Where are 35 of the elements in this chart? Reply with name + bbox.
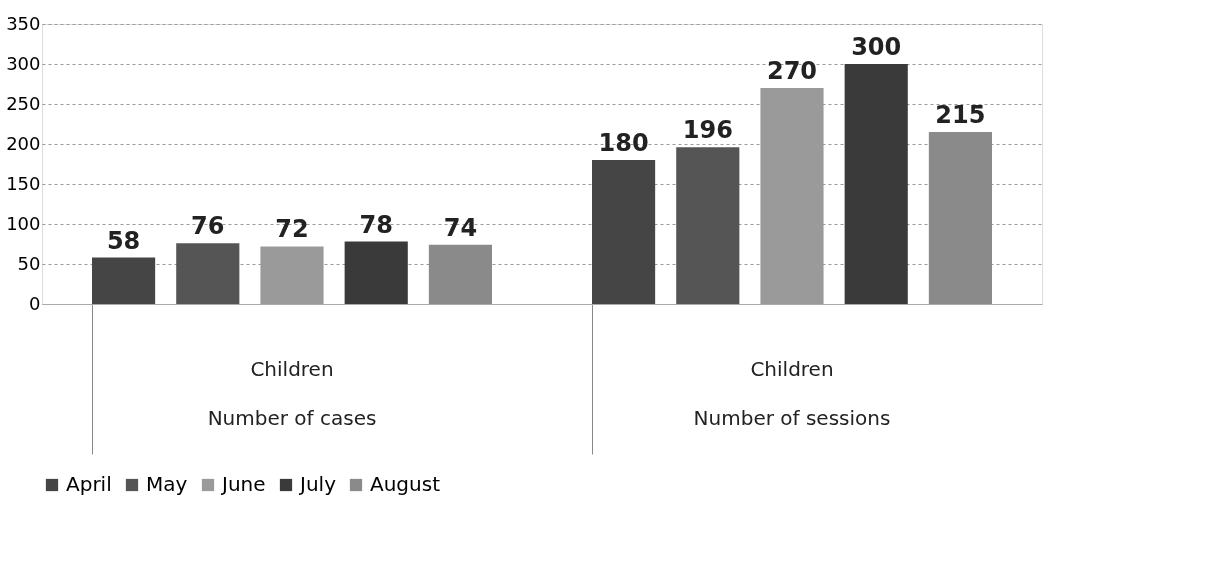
bar xyxy=(676,147,740,304)
bar xyxy=(344,241,408,304)
bar xyxy=(592,160,656,304)
data-label: 74 xyxy=(443,213,478,242)
data-label: 300 xyxy=(851,33,902,61)
data-label: 215 xyxy=(935,101,986,129)
bar xyxy=(844,64,908,304)
data-label: 72 xyxy=(275,215,309,244)
legend-label: July xyxy=(298,472,337,496)
y-tick-label: 0 xyxy=(29,292,41,314)
text: Number of sessions xyxy=(693,406,891,430)
y-tick-label: 150 xyxy=(6,172,41,194)
text: Number of cases xyxy=(207,406,377,430)
x-tick-label: Children xyxy=(250,356,334,381)
bar xyxy=(92,257,156,304)
y-tick-label: 350 xyxy=(6,12,41,34)
y-tick-label: 300 xyxy=(6,52,41,74)
data-label: 78 xyxy=(359,210,393,239)
legend-label: June xyxy=(220,472,266,496)
bar xyxy=(928,132,992,304)
x-tick-label: Children xyxy=(750,356,834,381)
data-label: 180 xyxy=(598,129,649,157)
legend-label: August xyxy=(370,472,441,496)
y-tick-label: 200 xyxy=(6,132,41,154)
y-tick-label: 100 xyxy=(6,212,41,234)
data-label: 270 xyxy=(766,57,818,85)
data-label: 58 xyxy=(106,226,141,255)
data-label: 196 xyxy=(682,116,733,145)
y-tick-label: 50 xyxy=(17,252,41,274)
bar xyxy=(176,243,240,304)
bar xyxy=(428,244,492,304)
data-label: 76 xyxy=(191,212,225,241)
y-tick-label: 250 xyxy=(6,92,41,114)
legend-label: April xyxy=(66,472,112,496)
legend-label: May xyxy=(146,472,188,496)
